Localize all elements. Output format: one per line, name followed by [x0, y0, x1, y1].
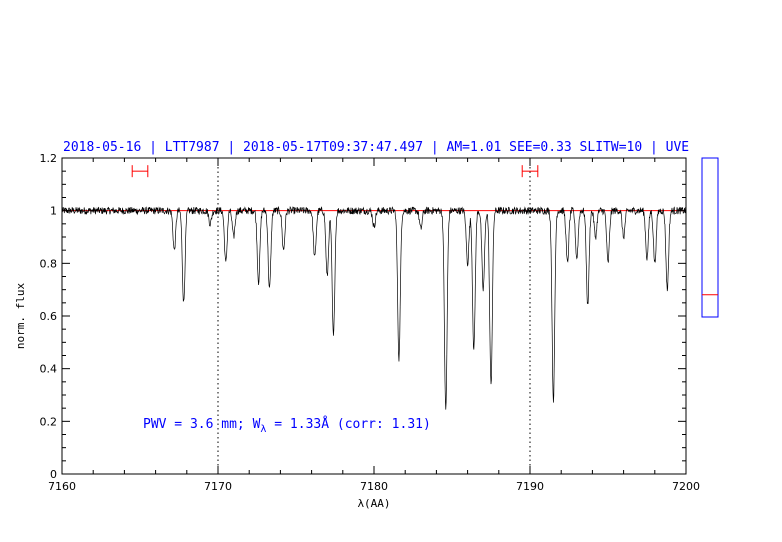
y-tick-label-0: 0	[50, 468, 57, 481]
spectrum-line	[61, 205, 687, 410]
x-tick-label-4: 7200	[672, 480, 700, 493]
y-tick-label-1: 0.2	[40, 415, 58, 428]
range-marker-1	[521, 165, 539, 178]
y-tick-label-6: 1.2	[40, 152, 58, 165]
y-tick-label-5: 1	[50, 205, 57, 218]
annotation-subscript: λ	[260, 424, 266, 435]
x-tick-label-2: 7180	[360, 480, 388, 493]
y-tick-label-2: 0.4	[40, 363, 58, 376]
pwv-annotation: PWV = 3.6 mm; Wλ = 1.33Å (corr: 1.31)	[143, 416, 431, 435]
y-tick-label-4: 0.8	[40, 257, 58, 270]
chart-title: 2018-05-16 | LTT7987 | 2018-05-17T09:37:…	[63, 140, 689, 155]
y-axis-label: norm. flux	[14, 283, 27, 350]
annotation-suffix: = 1.33Å (corr: 1.31)	[266, 416, 430, 432]
side-panel	[701, 157, 719, 318]
x-axis-label: λ(AA)	[357, 497, 390, 510]
plot-layer	[61, 158, 687, 474]
range-marker-0	[131, 165, 149, 178]
side-panel-frame	[701, 157, 719, 318]
x-tick-label-1: 7170	[204, 480, 232, 493]
x-tick-label-0: 7160	[48, 480, 76, 493]
y-tick-label-3: 0.6	[40, 310, 58, 323]
ticks-layer: 7160 7170 7180 7190 7200 0 0.2 0.4 0.6 0.8 1 1.2	[40, 152, 701, 493]
annotation-prefix: PWV = 3.6 mm; W	[143, 417, 261, 432]
x-tick-label-3: 7190	[516, 480, 544, 493]
